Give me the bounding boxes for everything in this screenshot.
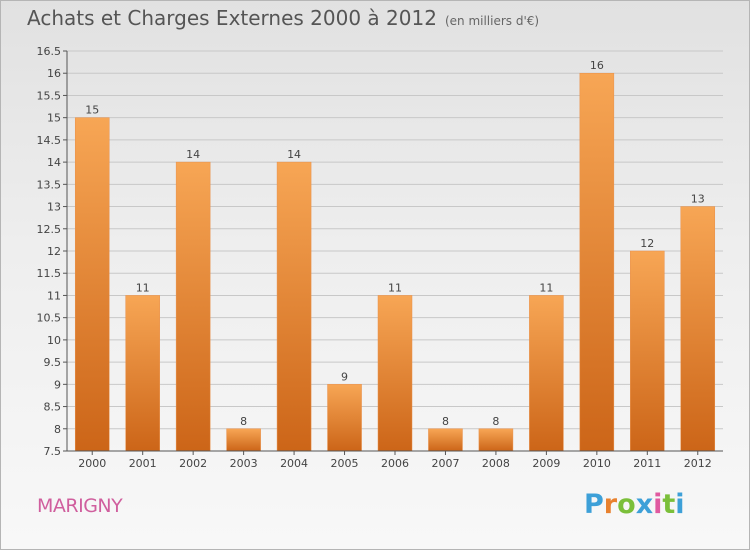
data-labels: 15 11 14 8 14 9 11 8 8 11 16 12 13 [85,59,705,428]
y-tick-labels: 7.5 8 8.5 9 9.5 10 10.5 11 11.5 12 12.5 13 13.5 14 14.… [37,45,62,458]
bar-2008 [478,428,514,452]
logo-letter: P [584,489,604,520]
x-tick-label-2007: 2007 [431,457,459,470]
logo-letter: x [635,489,654,520]
chart-units: (en milliers d'€) [444,14,540,28]
bar-2006 [377,295,413,452]
x-tick-label-2011: 2011 [633,457,661,470]
y-tick-label: 8 [54,423,61,436]
commune-name: MARIGNY [37,495,123,517]
y-tick-label: 10.5 [37,312,62,325]
data-label-2007: 8 [442,415,449,428]
data-label-2005: 9 [341,370,348,383]
logo-letter: r [603,489,618,520]
data-label-2000: 15 [85,104,99,117]
logo-letter: i [675,489,685,520]
bar-2007 [428,428,463,452]
y-tick-label: 15.5 [37,89,62,102]
x-tick-label-2005: 2005 [331,457,359,470]
bar-2002 [175,161,211,452]
bar-2009 [529,295,564,452]
x-tick-label-2009: 2009 [532,457,560,470]
logo-letter: i [653,489,663,520]
y-tick-label: 13 [47,201,61,214]
y-tick-label: 8.5 [44,401,62,414]
y-tick-label: 15 [47,112,61,125]
y-tick-label: 14.5 [37,134,62,147]
data-label-2010: 16 [590,59,604,72]
bar-2010 [579,72,615,452]
bar-2000 [74,117,110,452]
x-tick-label-2010: 2010 [583,457,611,470]
data-label-2002: 14 [186,148,200,161]
x-tick-label-2012: 2012 [684,457,712,470]
y-tick-label: 12 [47,245,61,258]
y-tick-label: 11.5 [37,267,62,280]
x-tick-label-2008: 2008 [482,457,510,470]
data-label-2011: 12 [640,237,654,250]
y-tick-label: 12.5 [37,223,62,236]
axes [63,50,723,455]
x-tick-label-2003: 2003 [230,457,258,470]
y-tick-label: 7.5 [44,445,62,458]
bar-2012 [680,206,716,452]
data-label-2012: 13 [691,193,705,206]
bar-2003 [226,428,261,452]
y-tick-label: 13.5 [37,178,62,191]
bar-2011 [630,250,665,452]
y-tick-label: 10 [47,334,61,347]
y-tick-label: 11 [47,289,61,302]
data-label-2001: 11 [136,281,150,294]
x-tick-label-2006: 2006 [381,457,409,470]
y-tick-label: 14 [47,156,61,169]
data-label-2006: 11 [388,281,402,294]
data-label-2009: 11 [539,281,553,294]
data-label-2003: 8 [240,415,247,428]
x-tick-label-2000: 2000 [78,457,106,470]
x-tick-labels: 2000 2001 2002 2003 2004 2005 2006 2007 2008 2009… [78,457,712,470]
data-label-2004: 14 [287,148,301,161]
y-tick-label: 16.5 [37,45,62,58]
y-tick-label: 16 [47,67,61,80]
data-label-2008: 8 [492,415,499,428]
y-tick-label: 9 [54,378,61,391]
bar-2004 [276,161,312,452]
bar-2005 [327,384,362,452]
chart-title: Achats et Charges Externes 2000 à 2012 (e… [27,6,539,30]
proxiti-logo: Proxiti [584,489,685,520]
x-tick-label-2002: 2002 [179,457,207,470]
logo-letter: t [662,489,676,520]
bar-2001 [125,295,160,452]
x-tick-label-2001: 2001 [129,457,157,470]
y-tick-label: 9.5 [44,356,62,369]
logo-letter: o [617,489,636,520]
x-tick-label-2004: 2004 [280,457,308,470]
chart-title-text: Achats et Charges Externes 2000 à 2012 [27,6,437,30]
bars [74,72,716,452]
